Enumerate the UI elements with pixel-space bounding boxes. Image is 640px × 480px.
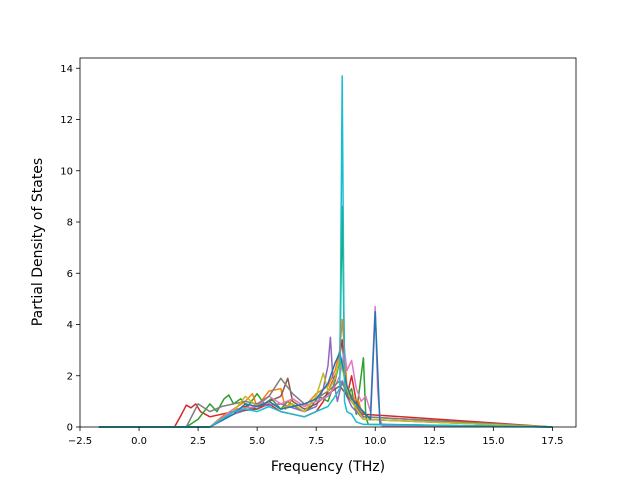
y-axis-label: Partial Density of States [30,158,46,326]
series-group [98,75,553,428]
x-tick-label: 5.0 [249,436,265,447]
x-tick-label: −2.5 [68,436,92,447]
pdos-series-4 [98,377,553,428]
x-axis-ticks: −2.5 0.0 2.5 5.0 7.5 10.0 12.5 15.0 17.5 [68,427,564,447]
pdos-series-3 [98,336,553,428]
pdos-series-8 [98,310,553,428]
x-tick-label: 0.0 [131,436,147,447]
y-tick-label: 10 [60,166,73,177]
axes-frame [79,57,577,428]
x-tick-label: 12.5 [423,436,445,447]
y-axis-ticks: 0 2 4 6 8 10 12 14 [60,64,80,434]
y-tick-label: 8 [67,218,73,229]
x-tick-label: 17.5 [541,436,563,447]
y-tick-label: 6 [67,269,73,280]
y-tick-label: 0 [67,423,73,434]
pdos-series-6 [98,377,553,428]
y-tick-label: 14 [60,64,73,75]
x-axis-label: Frequency (THz) [271,459,385,475]
y-tick-label: 12 [60,115,73,126]
pdos-series-9 [98,75,553,428]
pdos-series-7 [98,357,553,428]
x-tick-label: 15.0 [482,436,504,447]
x-tick-label: 2.5 [190,436,206,447]
y-tick-label: 2 [67,371,73,382]
y-tick-label: 4 [67,320,73,331]
x-tick-label: 7.5 [308,436,324,447]
x-tick-label: 10.0 [364,436,386,447]
